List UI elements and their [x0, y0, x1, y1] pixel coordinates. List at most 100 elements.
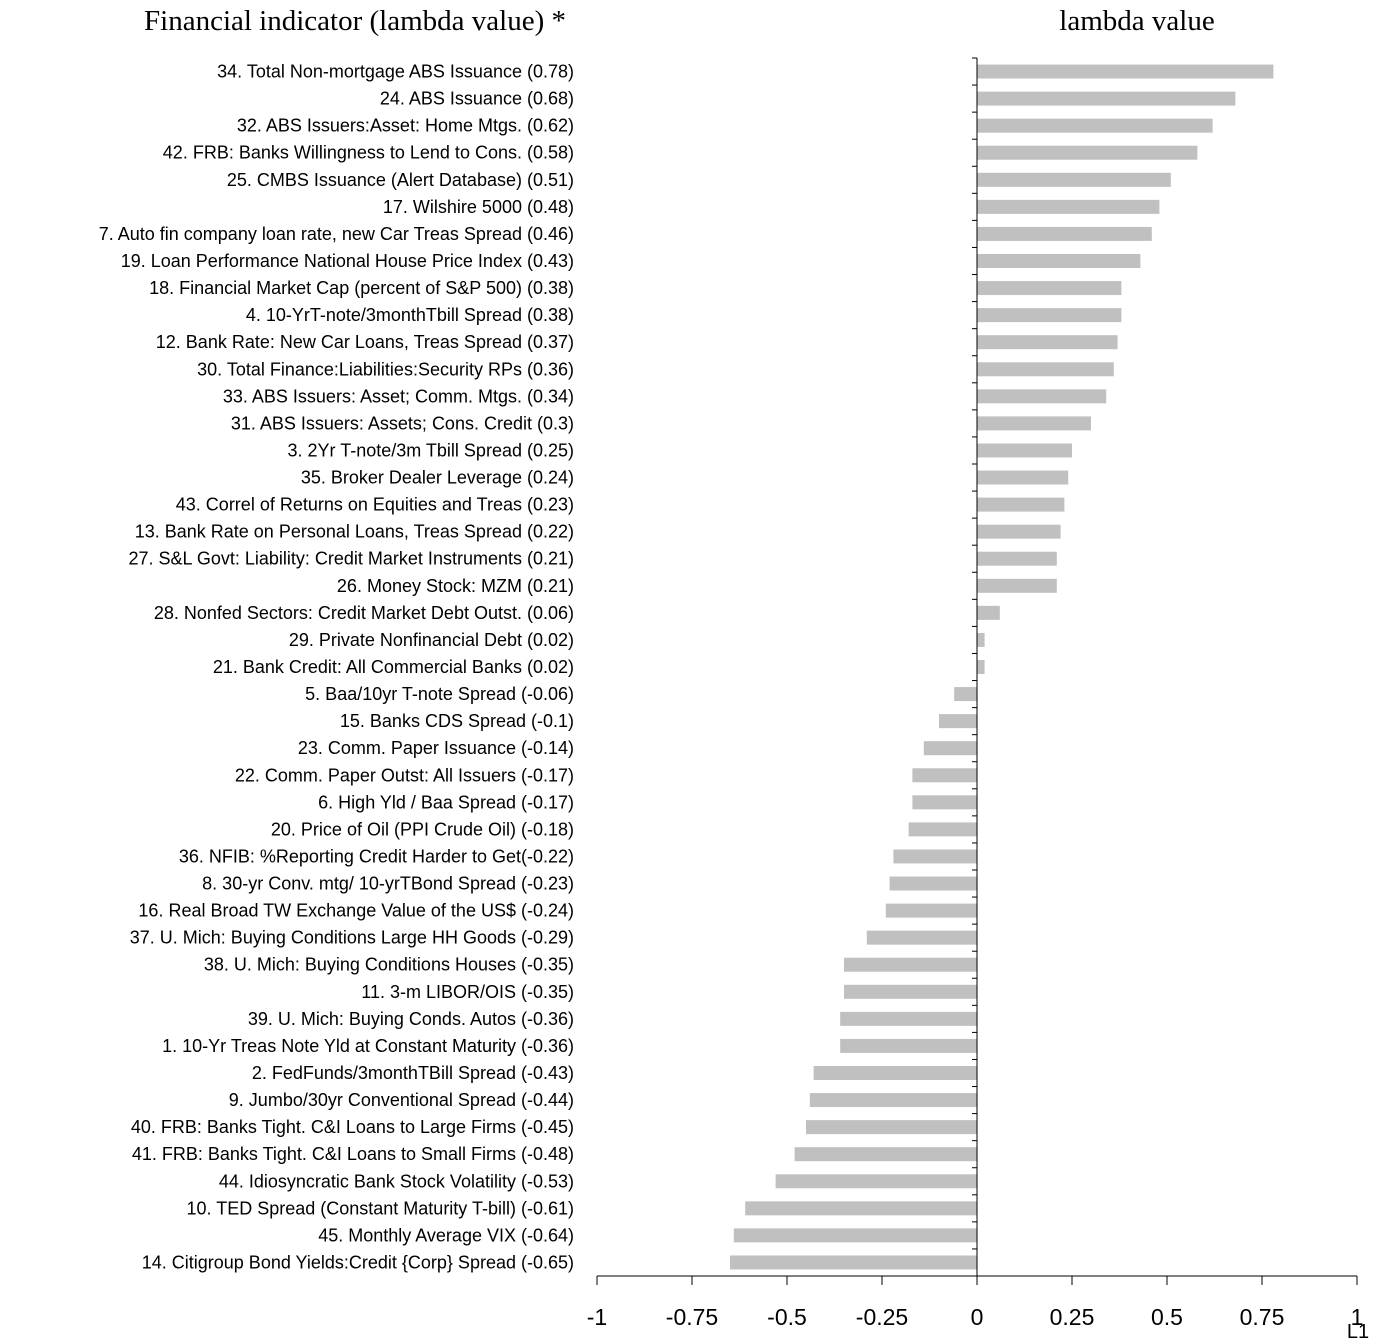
left-header: Financial indicator (lambda value) * [144, 5, 566, 37]
category-label: 33. ABS Issuers: Asset; Comm. Mtgs. (0.3… [223, 386, 574, 406]
right-header: lambda value [1059, 5, 1214, 37]
bar [840, 1038, 977, 1053]
bar [806, 1120, 977, 1135]
category-label: 39. U. Mich: Buying Conds. Autos (-0.36) [248, 1009, 574, 1029]
category-labels-group: 34. Total Non-mortgage ABS Issuance (0.7… [99, 62, 574, 1273]
bar [840, 1011, 977, 1026]
bar [977, 308, 1122, 323]
bar [977, 199, 1160, 214]
bars-group [730, 64, 1274, 1270]
category-label: 25. CMBS Issuance (Alert Database) (0.51… [227, 170, 574, 190]
bar [977, 389, 1107, 404]
bar [977, 605, 1000, 620]
category-label: 42. FRB: Banks Willingness to Lend to Co… [163, 143, 574, 163]
bar [745, 1201, 977, 1216]
category-label: 2. FedFunds/3monthTBill Spread (-0.43) [252, 1063, 574, 1083]
bar [775, 1174, 977, 1189]
bar [977, 145, 1198, 160]
category-label: 20. Price of Oil (PPI Crude Oil) (-0.18) [271, 819, 574, 839]
bar [977, 632, 985, 647]
bar [908, 822, 977, 837]
category-label: 5. Baa/10yr T-note Spread (-0.06) [305, 684, 574, 704]
x-tick-label: -0.5 [767, 1304, 807, 1330]
category-label: 31. ABS Issuers: Assets; Cons. Credit (0… [231, 413, 574, 433]
bar [809, 1093, 977, 1108]
bar [912, 795, 977, 810]
category-label: 14. Citigroup Bond Yields:Credit {Corp} … [142, 1252, 574, 1272]
axes-group: -1 -0.75 -0.5 -0.25 0 0.25 0.5 0.75 1 [587, 57, 1363, 1330]
category-label: 4. 10-YrT-note/3monthTbill Spread (0.38) [246, 305, 574, 325]
category-label: 41. FRB: Banks Tight. C&I Loans to Small… [132, 1144, 574, 1164]
bar [977, 226, 1152, 241]
x-tick-label: -0.75 [666, 1304, 718, 1330]
bar [733, 1228, 977, 1243]
corner-label: L1 [1347, 1321, 1369, 1342]
category-label: 27. S&L Govt: Liability: Credit Market I… [128, 549, 574, 569]
bar [977, 660, 985, 674]
category-label: 18. Financial Market Cap (percent of S&P… [149, 278, 574, 298]
category-label: 16. Real Broad TW Exchange Value of the … [138, 901, 574, 921]
x-tick-label: 0.5 [1151, 1304, 1183, 1330]
category-label: 24. ABS Issuance (0.68) [380, 89, 574, 109]
category-label: 29. Private Nonfinancial Debt (0.02) [289, 630, 574, 650]
bar [923, 741, 977, 756]
x-tick-label: 0.25 [1050, 1304, 1095, 1330]
bar [977, 578, 1057, 593]
category-label: 3. 2Yr T-note/3m Tbill Spread (0.25) [288, 440, 574, 460]
category-label: 8. 30-yr Conv. mtg/ 10-yrTBond Spread (-… [202, 874, 574, 894]
x-tick-label: -0.25 [856, 1304, 908, 1330]
category-label: 17. Wilshire 5000 (0.48) [383, 197, 574, 217]
x-tick-label: 0 [971, 1304, 984, 1330]
category-label: 40. FRB: Banks Tight. C&I Loans to Large… [131, 1117, 574, 1137]
category-label: 21. Bank Credit: All Commercial Banks (0… [213, 657, 574, 677]
bar [977, 254, 1141, 268]
x-tick-label: 0.75 [1240, 1304, 1285, 1330]
category-label: 11. 3-m LIBOR/OIS (-0.35) [361, 982, 574, 1002]
category-label: 30. Total Finance:Liabilities:Security R… [197, 359, 574, 379]
category-label: 32. ABS Issuers:Asset: Home Mtgs. (0.62) [237, 116, 574, 136]
bar [977, 416, 1091, 431]
bar [977, 470, 1069, 485]
category-label: 15. Banks CDS Spread (-0.1) [340, 711, 574, 731]
category-label: 44. Idiosyncratic Bank Stock Volatility … [219, 1171, 574, 1191]
bar [977, 524, 1061, 539]
bar [885, 903, 977, 918]
bar [977, 443, 1072, 458]
category-label: 43. Correl of Returns on Equities and Tr… [176, 495, 574, 515]
category-label: 23. Comm. Paper Issuance (-0.14) [298, 738, 574, 758]
category-label: 35. Broker Dealer Leverage (0.24) [301, 468, 574, 488]
bar [912, 768, 977, 783]
x-tick-label: -1 [587, 1304, 607, 1330]
category-label: 28. Nonfed Sectors: Credit Market Debt O… [154, 603, 574, 623]
bar [977, 91, 1236, 106]
bar [730, 1255, 977, 1270]
category-label: 6. High Yld / Baa Spread (-0.17) [318, 792, 574, 812]
category-label: 19. Loan Performance National House Pric… [121, 251, 574, 271]
category-label: 34. Total Non-mortgage ABS Issuance (0.7… [217, 62, 574, 82]
bar [977, 551, 1057, 566]
category-label: 9. Jumbo/30yr Conventional Spread (-0.44… [229, 1090, 574, 1110]
bar [977, 362, 1114, 377]
bar [954, 687, 977, 702]
bar [977, 172, 1171, 187]
category-label: 36. NFIB: %Reporting Credit Harder to Ge… [179, 846, 574, 866]
category-label: 10. TED Spread (Constant Maturity T-bill… [187, 1198, 574, 1218]
bar [977, 64, 1274, 79]
bar [844, 984, 977, 999]
category-label: 26. Money Stock: MZM (0.21) [337, 576, 574, 596]
bar [889, 876, 977, 891]
category-label: 45. Monthly Average VIX (-0.64) [318, 1225, 574, 1245]
bar [844, 957, 977, 972]
category-label: 22. Comm. Paper Outst: All Issuers (-0.1… [235, 765, 574, 785]
bar [813, 1066, 977, 1080]
bar [977, 497, 1065, 512]
category-label: 37. U. Mich: Buying Conditions Large HH … [130, 928, 574, 948]
bar [893, 849, 977, 864]
bar [939, 714, 977, 729]
bar [794, 1147, 977, 1162]
category-label: 1. 10-Yr Treas Note Yld at Constant Matu… [162, 1036, 574, 1056]
category-label: 38. U. Mich: Buying Conditions Houses (-… [204, 955, 574, 975]
category-label: 7. Auto fin company loan rate, new Car T… [99, 224, 574, 244]
bar [977, 281, 1122, 296]
